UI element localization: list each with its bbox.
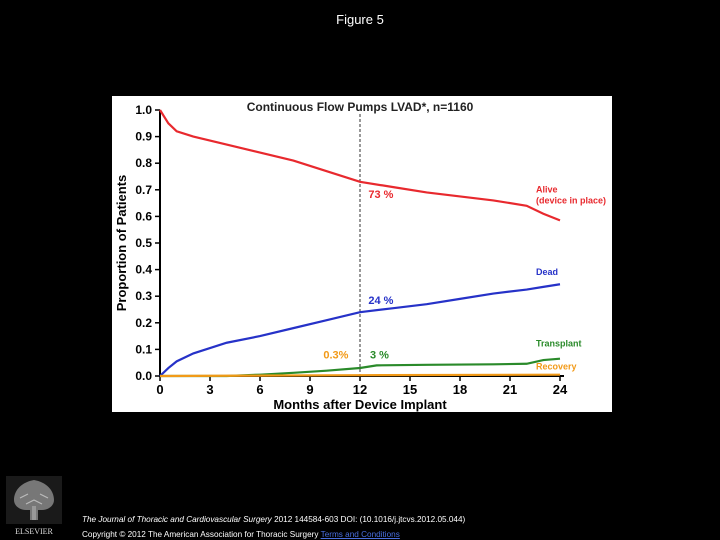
y-tick-label: 1.0 xyxy=(135,103,152,117)
x-tick-label: 0 xyxy=(156,382,163,397)
y-tick-label: 0.2 xyxy=(135,316,152,330)
x-axis-label: Months after Device Implant xyxy=(273,397,447,412)
x-tick-label: 9 xyxy=(306,382,313,397)
y-tick-label: 0.0 xyxy=(135,369,152,383)
x-tick-label: 18 xyxy=(453,382,467,397)
survival-chart: Continuous Flow Pumps LVAD*, n=1160 0.0 0.… xyxy=(114,100,606,412)
data-label: 73 % xyxy=(368,189,393,201)
series-line-recovery xyxy=(159,373,561,378)
y-tick-label: 0.6 xyxy=(135,209,152,223)
data-label: 3 % xyxy=(370,350,389,362)
terms-link[interactable]: Terms and Conditions xyxy=(320,530,400,539)
y-axis-label: Proportion of Patients xyxy=(114,175,129,312)
publisher-name: ELSEVIER xyxy=(15,527,53,536)
x-tick-label: 6 xyxy=(256,382,263,397)
x-tick-label: 3 xyxy=(206,382,213,397)
series-line-alive xyxy=(159,109,561,222)
chart-panel: Continuous Flow Pumps LVAD*, n=1160 0.0 0.… xyxy=(112,96,612,412)
x-tick-label: 12 xyxy=(353,382,367,397)
y-tick-label: 0.5 xyxy=(135,236,152,250)
legend-label: Recovery xyxy=(536,361,577,371)
journal-name: The Journal of Thoracic and Cardiovascul… xyxy=(82,515,272,524)
y-tick-label: 0.8 xyxy=(135,156,152,170)
series-line-dead xyxy=(159,283,561,377)
y-tick-label: 0.3 xyxy=(135,289,152,303)
x-tick-label: 15 xyxy=(403,382,417,397)
legend-label: (device in place) xyxy=(536,195,606,205)
figure-title: Figure 5 xyxy=(336,12,384,27)
y-tick-label: 0.1 xyxy=(135,342,152,356)
copyright-text: Copyright © 2012 The American Associatio… xyxy=(82,530,319,539)
legend-label: Dead xyxy=(536,267,558,277)
x-tick-label: 21 xyxy=(503,382,517,397)
x-tick-label: 24 xyxy=(553,382,568,397)
y-tick-label: 0.9 xyxy=(135,130,152,144)
chart-title: Continuous Flow Pumps LVAD*, n=1160 xyxy=(247,100,474,114)
y-tick-label: 0.4 xyxy=(135,263,152,277)
data-label: 0.3% xyxy=(323,350,348,362)
y-tick-label: 0.7 xyxy=(135,183,152,197)
data-label: 24 % xyxy=(368,295,393,307)
citation-details: 2012 144584-603 DOI: (10.1016/j.jtcvs.20… xyxy=(274,515,466,524)
legend-label: Transplant xyxy=(536,339,582,349)
citation: The Journal of Thoracic and Cardiovascul… xyxy=(82,515,465,524)
copyright: Copyright © 2012 The American Associatio… xyxy=(82,530,400,539)
elsevier-logo: ELSEVIER xyxy=(6,476,62,536)
legend-label: Alive xyxy=(536,184,558,194)
